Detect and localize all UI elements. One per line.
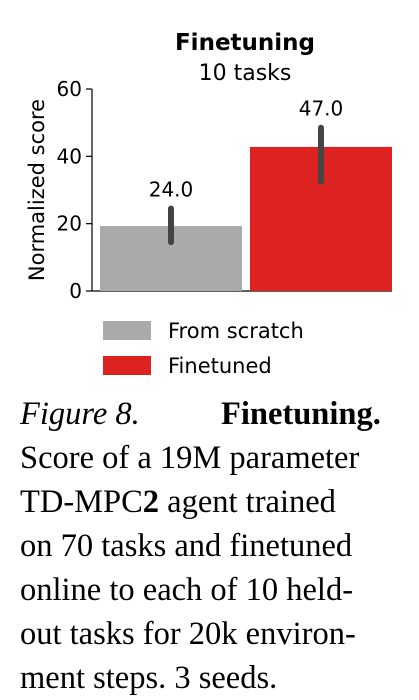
chart-subtitle: 10 tasks (199, 61, 292, 86)
figure-label: Figure 8. (20, 396, 140, 432)
legend-label-finetuned: Finetuned (168, 354, 272, 378)
legend-swatch-from-scratch (103, 321, 151, 340)
y-axis-label: Normalized score (25, 99, 49, 281)
caption-line-2-post: agent trained (159, 484, 336, 520)
legend: From scratch Finetuned (103, 319, 304, 378)
legend-label-from-scratch: From scratch (168, 319, 304, 343)
caption-line-3: on 70 tasks and finetuned (20, 528, 353, 564)
figure-caption: Figure 8. Finetuning. Score of a 19M par… (20, 392, 409, 700)
caption-line-2-pre: TD-MPC (20, 484, 143, 520)
bar-chart: Finetuning 10 tasks Normalized score 0 20… (25, 30, 392, 378)
caption-title: Finetuning. (221, 396, 381, 432)
y-tick-label: 20 (57, 212, 82, 236)
data-label-from-scratch: 24.0 (149, 178, 194, 202)
caption-line-4: online to each of 10 held- (20, 572, 354, 608)
caption-line-2-bold: 2 (142, 484, 160, 520)
y-tick-label: 0 (69, 279, 82, 303)
legend-swatch-finetuned (103, 356, 151, 375)
data-label-finetuned: 47.0 (299, 97, 344, 121)
y-tick-label: 60 (57, 77, 82, 101)
caption-line-1: Score of a 19M parameter (20, 440, 360, 476)
chart-title: Finetuning (175, 30, 315, 56)
plot-area: 0 20 40 60 24.0 47.0 (57, 77, 392, 303)
y-tick-label: 40 (57, 144, 82, 168)
caption-line-6: ment steps. 3 seeds. (20, 660, 278, 696)
caption-line-5: out tasks for 20k environ- (20, 616, 356, 652)
